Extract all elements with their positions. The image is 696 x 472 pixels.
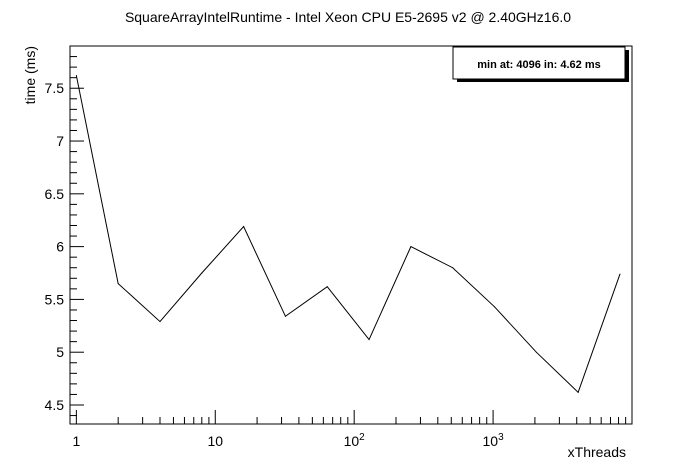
y-axis-label: time (ms)	[22, 46, 38, 104]
y-tick-label: 4.5	[45, 397, 65, 413]
legend: min at: 4096 in: 4.62 ms	[452, 46, 629, 82]
x-tick-label: 102	[344, 432, 366, 449]
y-tick-label: 7.5	[45, 80, 65, 96]
y-axis-tick-labels: 4.5 5 5.5 6 6.5 7 7.5	[45, 80, 65, 413]
x-axis-ticks	[69, 410, 633, 424]
x-tick-label-exponent: 3	[498, 432, 504, 443]
data-point	[284, 315, 286, 317]
data-point	[326, 286, 328, 288]
chart-title: SquareArrayIntelRuntime - Intel Xeon CPU…	[125, 9, 571, 25]
data-point	[75, 75, 77, 77]
data-point	[368, 339, 370, 341]
legend-box	[452, 46, 626, 80]
x-tick-label: 103	[483, 432, 505, 449]
plot-frame	[69, 45, 633, 425]
data-point	[201, 272, 203, 274]
y-tick-label: 5	[56, 344, 64, 360]
y-tick-label: 6	[56, 239, 64, 255]
y-tick-label: 7	[56, 133, 64, 149]
data-point	[577, 391, 579, 393]
y-axis-ticks	[70, 45, 84, 417]
y-tick-label: 6.5	[45, 186, 65, 202]
data-point	[243, 226, 245, 228]
series-line	[75, 75, 621, 394]
data-point	[535, 351, 537, 353]
data-points	[75, 75, 621, 393]
data-point	[619, 273, 621, 275]
data-point	[117, 283, 119, 285]
x-tick-label: 1	[72, 433, 80, 449]
data-point	[452, 267, 454, 269]
x-axis-tick-labels: 1 10 102 103	[72, 432, 504, 449]
data-point	[410, 246, 412, 248]
x-axis-label: xThreads	[568, 444, 626, 460]
x-tick-label-exponent: 2	[359, 432, 365, 443]
data-point	[494, 306, 496, 308]
data-point	[159, 321, 161, 323]
y-tick-label: 5.5	[45, 291, 65, 307]
x-tick-label: 10	[207, 433, 223, 449]
legend-text: min at: 4096 in: 4.62 ms	[477, 59, 601, 71]
